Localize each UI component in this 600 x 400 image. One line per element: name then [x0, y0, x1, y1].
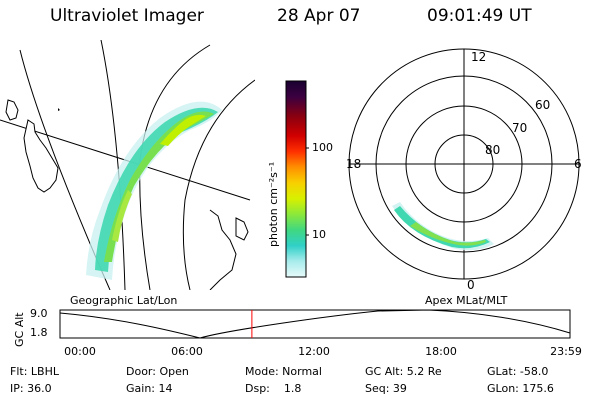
time-tick-0600: 06:00 — [171, 345, 203, 358]
colorbar — [285, 80, 309, 278]
altitude-plot — [59, 309, 571, 339]
info-flt: Flt: LBHL — [10, 365, 59, 378]
coastline-antarctica — [209, 209, 237, 290]
info-gain: Gain: 14 — [126, 382, 173, 395]
time-tick-2359: 23:59 — [550, 345, 582, 358]
geographic-panel-label: Geographic Lat/Lon — [70, 294, 178, 307]
aurora-band-geo — [86, 101, 222, 280]
info-door: Door: Open — [126, 365, 189, 378]
info-ip: IP: 36.0 — [10, 382, 52, 395]
info-glat: GLat: -58.0 — [487, 365, 549, 378]
lat-label-70: 70 — [512, 121, 527, 135]
altitude-ytick-min: 1.8 — [30, 326, 48, 339]
time-label: 09:01:49 UT — [427, 6, 532, 26]
mlt-label-0: 0 — [467, 278, 475, 292]
mlt-label-12: 12 — [471, 50, 486, 64]
coastline-new-zealand — [23, 119, 59, 193]
altitude-ylabel: GC Alt — [13, 312, 26, 347]
info-glon: GLon: 175.6 — [487, 382, 554, 395]
meridian-line — [139, 44, 211, 290]
info-gc-alt: GC Alt: 5.2 Re — [365, 365, 442, 378]
polar-panel-label: Apex MLat/MLT — [425, 294, 508, 307]
info-mode: Mode: Normal — [245, 365, 322, 378]
altitude-ytick-max: 9.0 — [30, 307, 48, 320]
mlt-label-6: 6 — [574, 157, 582, 171]
coastline-antarctica-island — [235, 217, 249, 241]
lat-label-60: 60 — [535, 98, 550, 112]
info-seq: Seq: 39 — [365, 382, 407, 395]
time-tick-1800: 18:00 — [425, 345, 457, 358]
colorbar-unit-label: photon cm⁻²s⁻¹ — [267, 161, 280, 247]
coastline-dot — [58, 108, 60, 111]
aurora-band-polar — [392, 202, 494, 251]
lat-label-80: 80 — [485, 143, 500, 157]
colorbar-tick-10: 10 — [312, 228, 326, 241]
meridian-line — [182, 79, 255, 290]
meridian-line — [100, 40, 126, 290]
mlt-label-18: 18 — [346, 157, 361, 171]
date-label: 28 Apr 07 — [277, 6, 361, 26]
geographic-map — [0, 40, 255, 290]
app-title: Ultraviolet Imager — [50, 6, 204, 26]
altitude-curve — [59, 309, 571, 339]
coastline-island — [5, 99, 19, 121]
polar-plot: 12 18 6 0 60 70 80 — [346, 48, 582, 292]
time-tick-0000: 00:00 — [64, 345, 96, 358]
time-tick-1200: 12:00 — [298, 345, 330, 358]
colorbar-tick-100: 100 — [312, 141, 333, 154]
info-dsp: Dsp: 1.8 — [245, 382, 302, 395]
